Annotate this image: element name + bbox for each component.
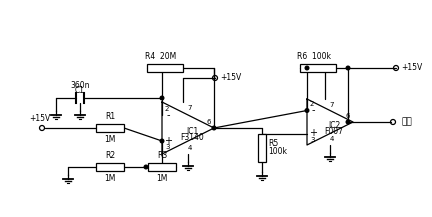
Text: R3: R3: [157, 151, 167, 160]
Text: 2: 2: [165, 106, 169, 112]
Text: 2: 2: [310, 102, 314, 107]
Text: R6  100k: R6 100k: [297, 52, 331, 61]
Text: -: -: [166, 110, 170, 120]
Text: 1M: 1M: [156, 174, 168, 183]
Text: -: -: [311, 105, 315, 115]
Text: 输出: 输出: [401, 117, 412, 127]
Bar: [96, 124, 124, 132]
Text: 6: 6: [346, 113, 350, 119]
Text: F007: F007: [324, 128, 343, 136]
Text: 360n: 360n: [70, 81, 90, 90]
Text: C1: C1: [75, 86, 85, 95]
Bar: [300, 64, 336, 72]
Text: +: +: [164, 136, 172, 146]
Text: R2: R2: [105, 151, 115, 160]
Text: R5: R5: [268, 140, 278, 148]
Text: +15V: +15V: [401, 62, 422, 71]
Text: IC2: IC2: [328, 122, 340, 130]
Text: F3140: F3140: [180, 133, 204, 143]
Circle shape: [346, 66, 350, 70]
Text: 100k: 100k: [268, 148, 287, 156]
Text: +15V: +15V: [220, 72, 241, 82]
Circle shape: [160, 96, 164, 100]
Text: IC1: IC1: [186, 128, 198, 136]
Bar: [147, 64, 183, 72]
Bar: [258, 134, 266, 162]
Circle shape: [160, 139, 164, 143]
Circle shape: [305, 66, 309, 70]
Circle shape: [346, 120, 350, 124]
Text: 3: 3: [165, 144, 169, 150]
Text: 7: 7: [188, 105, 192, 111]
Text: 6: 6: [206, 119, 211, 125]
Text: 3: 3: [310, 136, 314, 143]
Text: 7: 7: [330, 102, 334, 108]
Text: 1M: 1M: [104, 135, 116, 144]
Bar: [96, 163, 124, 171]
Bar: [148, 163, 176, 171]
Text: 1M: 1M: [104, 174, 116, 183]
Text: 4: 4: [330, 136, 334, 142]
Circle shape: [305, 109, 309, 112]
Text: R1: R1: [105, 112, 115, 121]
Text: 4: 4: [188, 145, 192, 151]
Text: +15V: +15V: [29, 114, 51, 123]
Circle shape: [212, 126, 216, 130]
Text: R4  20M: R4 20M: [146, 52, 177, 61]
Text: +: +: [309, 128, 317, 138]
Circle shape: [144, 165, 148, 169]
